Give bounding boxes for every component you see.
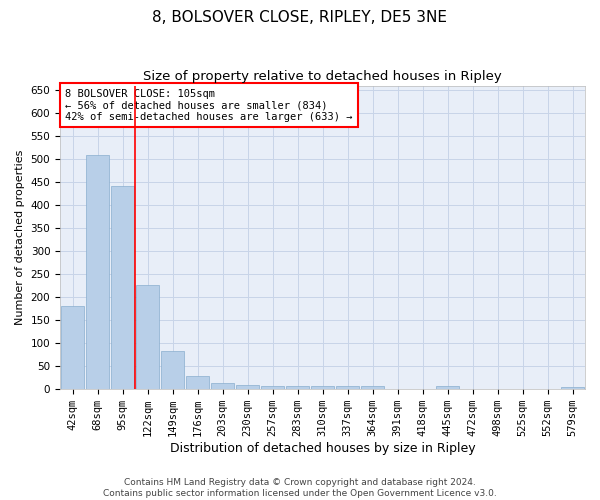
Bar: [236, 385, 259, 389]
Bar: [186, 376, 209, 389]
Bar: [261, 386, 284, 389]
Text: 8, BOLSOVER CLOSE, RIPLEY, DE5 3NE: 8, BOLSOVER CLOSE, RIPLEY, DE5 3NE: [152, 10, 448, 25]
Bar: [111, 186, 134, 389]
Text: Contains HM Land Registry data © Crown copyright and database right 2024.
Contai: Contains HM Land Registry data © Crown c…: [103, 478, 497, 498]
Bar: [561, 387, 584, 389]
Text: 8 BOLSOVER CLOSE: 105sqm
← 56% of detached houses are smaller (834)
42% of semi-: 8 BOLSOVER CLOSE: 105sqm ← 56% of detach…: [65, 88, 353, 122]
X-axis label: Distribution of detached houses by size in Ripley: Distribution of detached houses by size …: [170, 442, 475, 455]
Title: Size of property relative to detached houses in Ripley: Size of property relative to detached ho…: [143, 70, 502, 83]
Bar: [161, 350, 184, 389]
Bar: [311, 386, 334, 389]
Bar: [211, 383, 234, 389]
Bar: [136, 285, 159, 389]
Y-axis label: Number of detached properties: Number of detached properties: [15, 150, 25, 325]
Bar: [61, 306, 84, 389]
Bar: [361, 386, 384, 389]
Bar: [336, 386, 359, 389]
Bar: [86, 154, 109, 389]
Bar: [286, 386, 309, 389]
Bar: [436, 386, 459, 389]
